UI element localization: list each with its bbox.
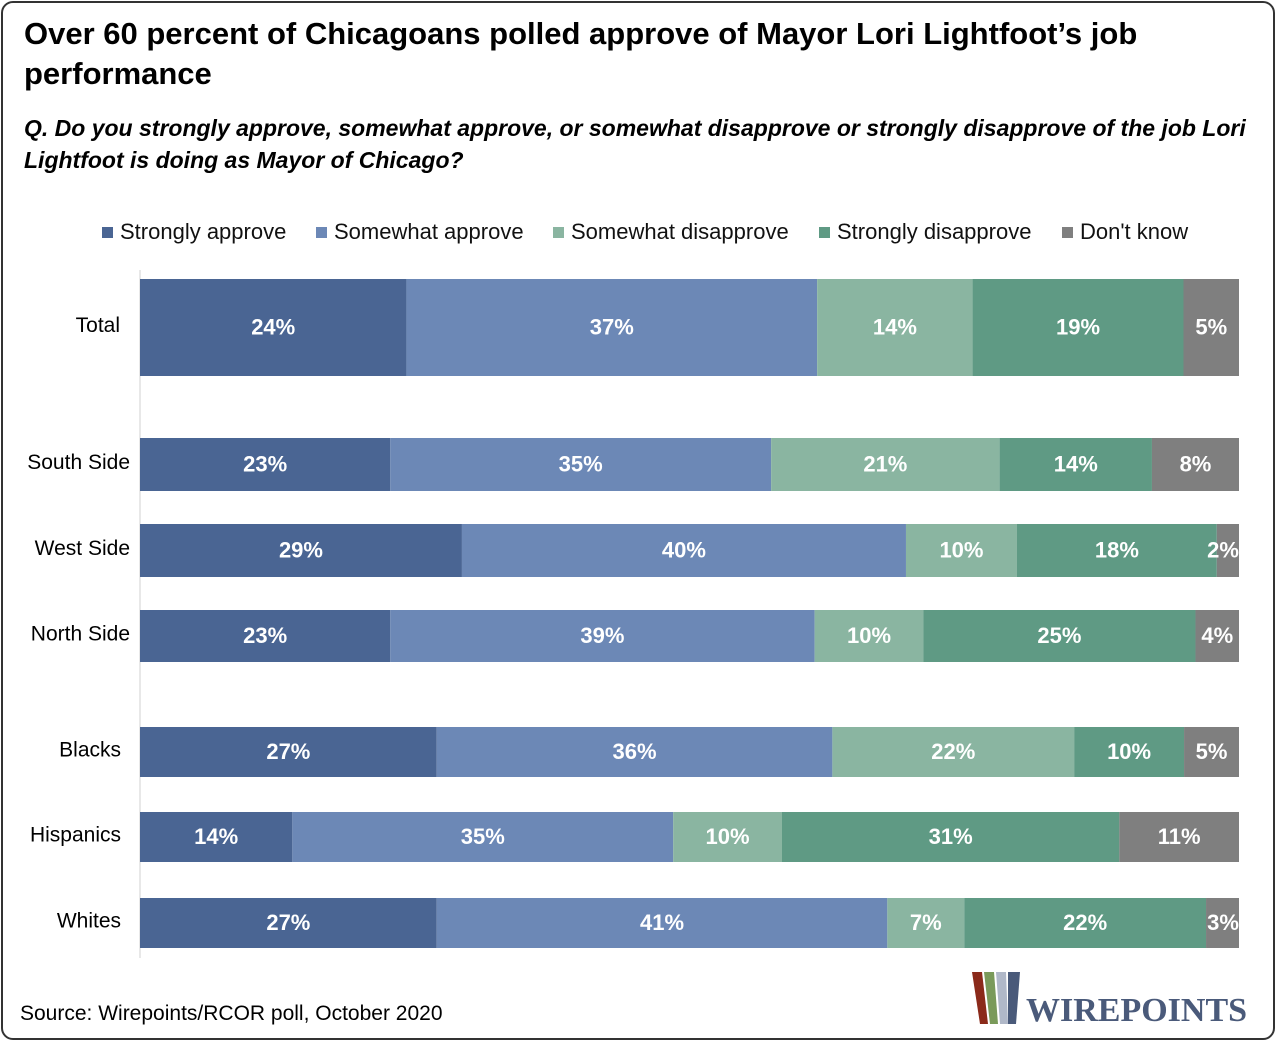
legend-swatch bbox=[316, 227, 327, 238]
category-label: Whites bbox=[57, 910, 121, 933]
logo-stripe-2 bbox=[984, 972, 998, 1024]
bar-segment bbox=[673, 812, 782, 862]
data-label: 22% bbox=[931, 739, 975, 764]
bar-segment bbox=[436, 727, 833, 777]
data-label: 25% bbox=[1037, 623, 1081, 648]
bar-segment bbox=[140, 438, 391, 491]
bar-segment bbox=[390, 610, 815, 662]
data-label: 10% bbox=[939, 537, 983, 562]
bar-segment bbox=[771, 438, 1000, 491]
bar-segment bbox=[140, 727, 437, 777]
bar-segment bbox=[1119, 812, 1239, 862]
bar-segment bbox=[1206, 898, 1239, 948]
chart-legend: Strongly approve Somewhat approve Somewhat… bbox=[0, 217, 1280, 247]
data-label: 27% bbox=[266, 910, 310, 935]
legend-swatch bbox=[553, 227, 564, 238]
data-label: 24% bbox=[251, 314, 295, 339]
data-label: 3% bbox=[1207, 910, 1239, 935]
bar-segment bbox=[817, 279, 973, 376]
data-label: 10% bbox=[706, 824, 750, 849]
data-label: 23% bbox=[243, 451, 287, 476]
data-label: 31% bbox=[929, 824, 973, 849]
chart-title: Over 60 percent of Chicagoans polled app… bbox=[24, 16, 1138, 91]
data-label: 35% bbox=[461, 824, 505, 849]
logo-stripe-3 bbox=[996, 972, 1008, 1024]
data-label: 21% bbox=[863, 451, 907, 476]
data-label: 23% bbox=[243, 623, 287, 648]
logo-wordmark: WIREPOINTS bbox=[1026, 992, 1247, 1028]
data-label: 5% bbox=[1196, 739, 1228, 764]
data-label: 2% bbox=[1207, 537, 1239, 562]
data-label: 8% bbox=[1180, 451, 1212, 476]
data-label: 39% bbox=[580, 623, 624, 648]
data-label: 18% bbox=[1095, 537, 1139, 562]
legend-label: Don't know bbox=[1080, 219, 1189, 244]
bar-segment bbox=[1184, 727, 1239, 777]
chart-subtitle: Q. Do you strongly approve, somewhat app… bbox=[24, 115, 1246, 173]
data-label: 4% bbox=[1201, 623, 1233, 648]
bar-segment bbox=[972, 279, 1184, 376]
bar-segment bbox=[964, 898, 1207, 948]
data-label: 10% bbox=[1107, 739, 1151, 764]
bar-segment bbox=[140, 812, 293, 862]
bar-segment bbox=[461, 524, 906, 577]
legend-swatch bbox=[1062, 227, 1073, 238]
legend-label: Strongly disapprove bbox=[837, 219, 1032, 244]
data-label: 22% bbox=[1063, 910, 1107, 935]
bar-segment bbox=[905, 524, 1017, 577]
bar-segment bbox=[140, 524, 462, 577]
wirepoints-logo: WIREPOINTS bbox=[972, 972, 1247, 1028]
data-label: 41% bbox=[640, 910, 684, 935]
data-label: 37% bbox=[590, 314, 634, 339]
bar-segment bbox=[1216, 524, 1239, 577]
category-label: North Side bbox=[31, 623, 130, 646]
source-note: Source: Wirepoints/RCOR poll, October 20… bbox=[20, 1002, 443, 1025]
bar-segment bbox=[923, 610, 1196, 662]
category-label: West Side bbox=[35, 537, 130, 560]
data-label: 10% bbox=[847, 623, 891, 648]
category-label: Total bbox=[76, 314, 120, 337]
data-label: 35% bbox=[559, 451, 603, 476]
data-label: 27% bbox=[266, 739, 310, 764]
data-label: 11% bbox=[1158, 824, 1201, 849]
data-label: 14% bbox=[194, 824, 238, 849]
bar-segment bbox=[140, 610, 391, 662]
bar-segment bbox=[390, 438, 772, 491]
bar-segment bbox=[1074, 727, 1185, 777]
legend-label: Somewhat approve bbox=[334, 219, 524, 244]
bar-segment bbox=[140, 898, 437, 948]
bar-segment bbox=[436, 898, 888, 948]
category-label: Blacks bbox=[59, 739, 121, 762]
legend-label: Strongly approve bbox=[120, 219, 287, 244]
data-label: 5% bbox=[1195, 314, 1227, 339]
data-label: 19% bbox=[1056, 314, 1100, 339]
data-label: 14% bbox=[1054, 451, 1098, 476]
data-label: 40% bbox=[662, 537, 706, 562]
bar-segment bbox=[1195, 610, 1239, 662]
bar-segment bbox=[1016, 524, 1217, 577]
bar-segment bbox=[781, 812, 1120, 862]
bar-segment bbox=[140, 279, 407, 376]
logo-stripe-1 bbox=[972, 972, 988, 1024]
bar-segment bbox=[887, 898, 965, 948]
data-label: 29% bbox=[279, 537, 323, 562]
bar-segment bbox=[406, 279, 818, 376]
legend-swatch bbox=[819, 227, 830, 238]
bar-segment bbox=[832, 727, 1075, 777]
data-label: 7% bbox=[910, 910, 942, 935]
bar-segment bbox=[1151, 438, 1239, 491]
data-label: 36% bbox=[613, 739, 657, 764]
legend-label: Somewhat disapprove bbox=[571, 219, 789, 244]
bar-segment bbox=[292, 812, 674, 862]
legend-swatch bbox=[102, 227, 113, 238]
category-label: South Side bbox=[27, 451, 130, 474]
bar-segment bbox=[1183, 279, 1239, 376]
bar-segment bbox=[999, 438, 1152, 491]
data-label: 14% bbox=[873, 314, 917, 339]
bar-segment bbox=[814, 610, 924, 662]
logo-stripe-4 bbox=[1008, 972, 1020, 1024]
category-label: Hispanics bbox=[30, 824, 121, 847]
